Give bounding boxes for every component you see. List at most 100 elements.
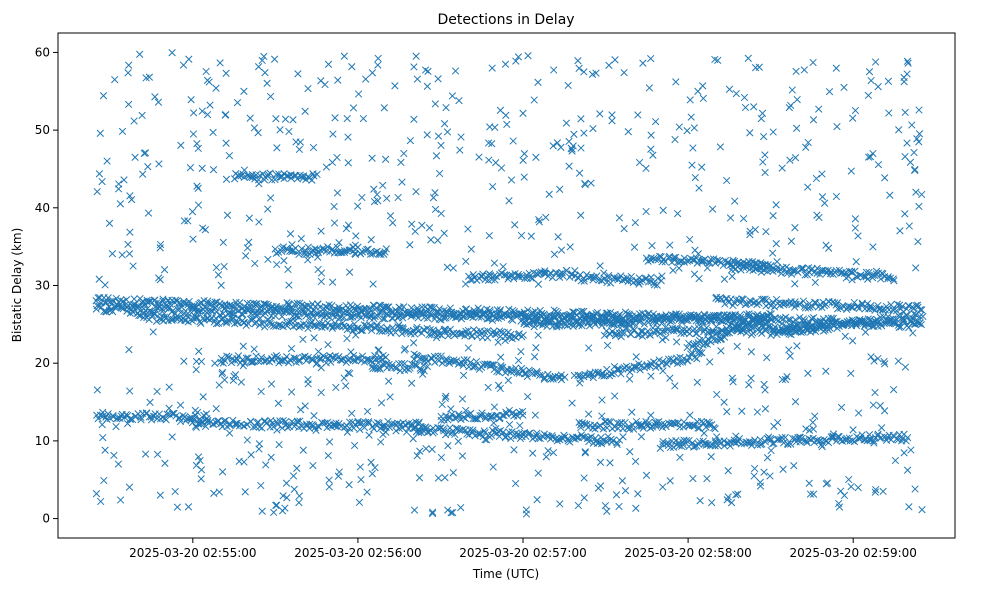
data-point [904,59,912,67]
data-point [394,193,402,202]
data-point [689,474,697,483]
data-point [447,509,455,517]
data-point [851,215,860,223]
data-point [559,434,567,443]
data-point [566,243,574,251]
data-point [371,463,379,472]
data-point [598,396,606,404]
data-point [317,269,326,277]
data-point [434,75,442,83]
data-point [713,390,721,399]
data-point [220,262,228,271]
data-point [646,331,654,339]
data-point [449,508,457,517]
data-point [642,164,650,173]
data-point [849,426,857,434]
data-point [419,370,427,378]
data-point [582,312,590,320]
data-point [155,274,163,282]
data-point [329,130,337,138]
data-point [192,365,200,374]
data-point [151,93,159,101]
data-point [136,50,144,58]
data-point [817,441,825,449]
data-point [581,448,589,456]
data-point [428,445,436,453]
data-point [874,160,883,169]
data-point [116,200,125,208]
data-point [301,107,309,115]
data-point [624,128,632,136]
data-point [603,341,612,350]
data-point [314,253,322,261]
data-point [723,408,731,416]
data-point [612,491,621,499]
data-point [815,213,823,222]
data-point [429,326,437,334]
data-point [606,418,615,426]
data-point [600,314,608,322]
data-point [382,353,390,361]
data-point [898,302,906,310]
data-point [658,272,666,280]
data-point [338,356,346,365]
data-point [672,78,680,86]
data-point [454,437,462,445]
data-point [428,509,437,518]
data-point [409,339,418,347]
data-point [105,219,114,227]
data-point [375,346,383,354]
data-point [334,76,342,84]
data-point [833,299,842,307]
data-point [273,426,281,434]
data-point [260,52,268,61]
data-point [530,433,539,441]
data-point [268,176,276,184]
data-point [793,95,801,104]
data-point [881,360,889,368]
data-point [263,79,271,87]
data-point [235,457,243,465]
data-point [556,500,564,508]
data-point [463,430,471,438]
data-point [288,241,296,249]
data-point [642,274,651,283]
x-tick-label: 2025-03-20 02:56:00 [294,546,421,560]
data-point [505,420,514,429]
data-point [103,157,111,165]
data-point [153,450,162,459]
data-point [437,209,445,218]
data-point [160,266,169,274]
data-point [760,380,768,389]
data-point [673,209,682,218]
data-point [137,413,145,422]
data-point [312,360,320,368]
data-point [809,490,818,498]
data-point [357,475,365,484]
data-point [705,421,714,429]
data-point [654,274,662,282]
data-point [767,446,775,455]
data-point [193,139,201,148]
data-point [408,379,416,387]
data-point [889,275,897,283]
data-point [218,370,226,378]
data-point [791,298,799,306]
data-point [395,324,404,332]
data-point [418,221,426,229]
data-point [864,91,873,100]
data-point [397,158,405,167]
data-point [463,356,471,364]
data-point [120,176,128,184]
data-point [874,354,882,363]
data-point [524,392,532,401]
data-point [908,121,916,129]
data-point [632,504,640,512]
data-point [276,126,284,134]
data-point [559,272,567,280]
data-point [918,506,926,514]
data-point [311,322,319,330]
data-point [903,433,912,442]
data-point [449,264,457,272]
